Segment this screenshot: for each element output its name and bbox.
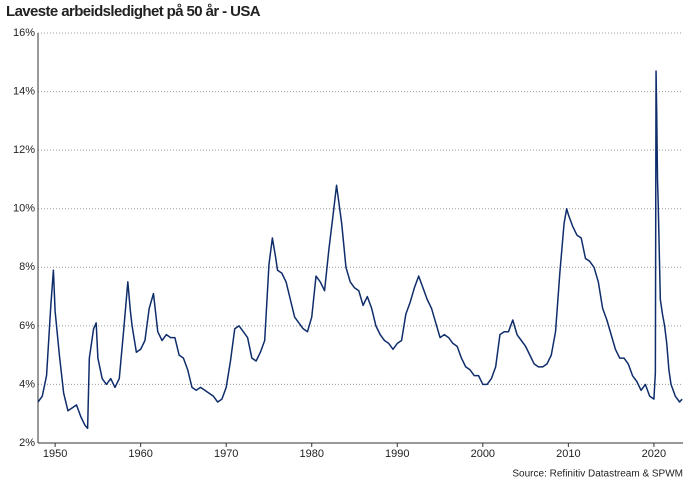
y-tick-label: 8% <box>19 261 35 273</box>
line-series <box>37 70 683 430</box>
y-tick-label: 6% <box>19 320 35 332</box>
x-tick-label: 1990 <box>385 448 409 460</box>
x-tick-label: 1980 <box>299 448 323 460</box>
y-tick-label: 12% <box>13 144 35 156</box>
x-tick-label: 2000 <box>471 448 495 460</box>
x-tick-label: 2020 <box>642 448 666 460</box>
chart-title: Laveste arbeidsledighet på 50 år - USA <box>6 3 261 20</box>
x-tick-label: 1970 <box>214 448 238 460</box>
x-tick-label: 1950 <box>43 448 67 460</box>
y-tick-label: 4% <box>19 378 35 390</box>
y-tick-label: 2% <box>19 437 35 449</box>
y-tick-label: 14% <box>13 85 35 97</box>
y-tick-label: 16% <box>13 27 35 39</box>
x-tick-label: 2010 <box>556 448 580 460</box>
source-note: Source: Refinitiv Datastream & SPWM <box>512 469 683 480</box>
x-tick-label: 1960 <box>128 448 152 460</box>
y-tick-label: 10% <box>13 203 35 215</box>
